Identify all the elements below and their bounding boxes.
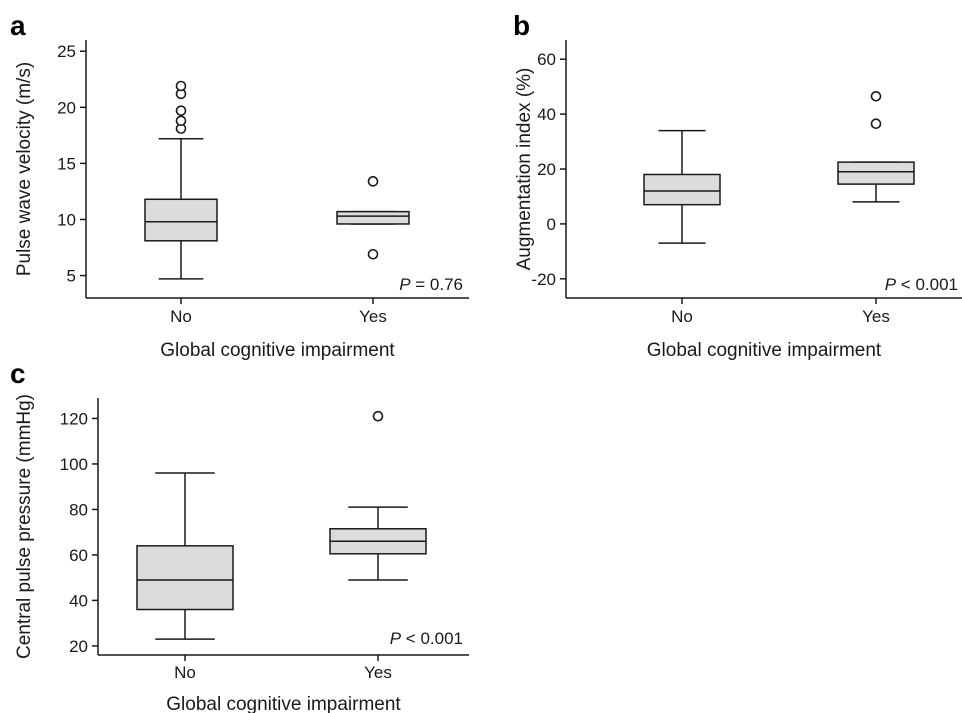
- box-yes: [837, 90, 915, 203]
- y-tick-label: 15: [57, 154, 76, 173]
- panel-a: a 5 10 15 20 25 No Yes Pulse wave velocity (m/s)…: [10, 10, 469, 361]
- y-tick-label: 40: [537, 105, 556, 124]
- x-tick-label: No: [671, 307, 693, 326]
- outlier-point: [372, 410, 384, 422]
- y-tick-label: -20: [531, 270, 556, 289]
- panel-letter: b: [513, 10, 530, 41]
- y-axis-title: Central pulse pressure (mmHg): [14, 394, 35, 659]
- box-iqr: [643, 173, 721, 206]
- y-tick-label: 100: [60, 455, 88, 474]
- x-axis-title: Global cognitive impairment: [166, 694, 401, 713]
- box-iqr: [336, 210, 410, 225]
- x-tick-label: Yes: [364, 663, 392, 682]
- outlier-point: [175, 80, 187, 92]
- panel-b: b -20 0 20 40 60 No Yes Augmentation index (%) Gl…: [513, 10, 962, 361]
- y-tick-label: 20: [57, 98, 76, 117]
- y-tick-label: 25: [57, 42, 76, 61]
- box-no: [136, 472, 234, 640]
- box-iqr: [136, 545, 234, 611]
- outlier-point: [175, 105, 187, 116]
- box-iqr: [144, 198, 218, 242]
- y-tick-label: 20: [537, 160, 556, 179]
- outlier-point: [870, 118, 882, 130]
- p-value-annotation: P = 0.76: [399, 275, 463, 294]
- y-axis-title: Augmentation index (%): [514, 68, 535, 271]
- panel-c: c 20 40 60 80 100 120 No Yes Central pulse pressu…: [10, 358, 469, 713]
- y-tick-label: 60: [537, 50, 556, 69]
- y-tick-label: 10: [57, 210, 76, 229]
- y-tick-label: 40: [69, 591, 88, 610]
- outlier-point: [367, 176, 379, 187]
- x-axis-title: Global cognitive impairment: [647, 340, 882, 361]
- outlier-point: [870, 90, 882, 102]
- panel-letter: c: [10, 358, 26, 389]
- y-tick-label: 120: [60, 409, 88, 428]
- y-tick-label: 80: [69, 500, 88, 519]
- y-tick-label: 5: [67, 267, 76, 286]
- p-value-annotation: P < 0.001: [885, 275, 958, 294]
- p-value-annotation: P < 0.001: [390, 629, 463, 648]
- box-no: [643, 129, 721, 244]
- outlier-point: [175, 115, 187, 127]
- y-axis-title: Pulse wave velocity (m/s): [14, 62, 35, 276]
- x-tick-label: No: [170, 307, 192, 326]
- x-axis-title: Global cognitive impairment: [160, 340, 395, 361]
- x-tick-label: No: [174, 663, 196, 682]
- x-tick-label: Yes: [862, 307, 890, 326]
- y-tick-label: 0: [547, 215, 556, 234]
- box-yes: [336, 176, 410, 260]
- box-iqr: [837, 161, 915, 185]
- box-yes: [329, 410, 427, 581]
- box-no: [144, 80, 218, 280]
- y-tick-label: 20: [69, 637, 88, 656]
- outlier-point: [367, 248, 379, 260]
- x-tick-label: Yes: [359, 307, 387, 326]
- y-tick-label: 60: [69, 546, 88, 565]
- panel-letter: a: [10, 10, 26, 41]
